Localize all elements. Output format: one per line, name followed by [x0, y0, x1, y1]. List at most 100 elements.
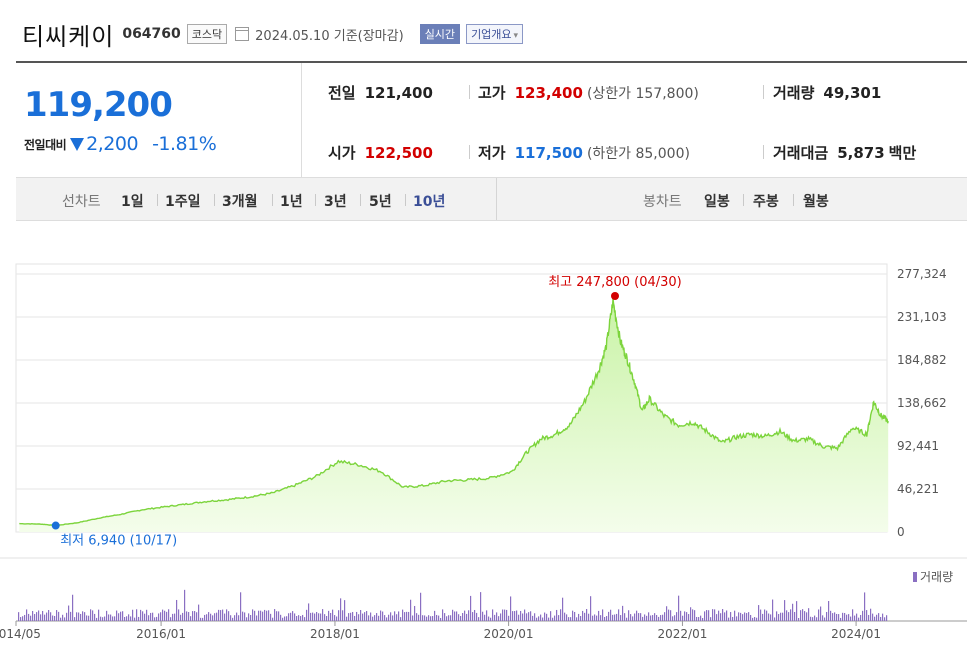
period-3y[interactable]: 3년 — [324, 194, 347, 210]
volume-bar — [24, 614, 26, 621]
volume-bar — [790, 609, 792, 621]
volume-bar — [44, 614, 46, 621]
volume-bar — [434, 610, 436, 621]
volume-bar — [394, 611, 396, 621]
y-tick-label: 277,324 — [897, 267, 947, 281]
volume-bar — [606, 616, 608, 621]
volume-bar — [458, 614, 460, 621]
volume-bar — [234, 615, 236, 621]
volume-bar — [506, 609, 508, 621]
candle-daily[interactable]: 일봉 — [704, 194, 730, 210]
volume-bar — [748, 612, 750, 621]
period-3m[interactable]: 3개월 — [222, 194, 258, 210]
volume-bar — [268, 610, 270, 621]
volume-bar — [208, 612, 210, 621]
volume-bar — [82, 611, 84, 621]
volume-bar — [160, 612, 162, 621]
volume-bar — [244, 612, 246, 621]
period-5y[interactable]: 5년 — [369, 194, 392, 210]
volume-bar — [524, 609, 526, 621]
candle-weekly[interactable]: 주봉 — [753, 194, 779, 210]
volume-bar — [484, 614, 486, 621]
volume-bar — [834, 612, 836, 621]
volume-bar — [84, 612, 86, 621]
x-tick-label: 2020/01 — [484, 627, 534, 641]
volume-bar — [286, 616, 288, 621]
price-chart: 277,324 231,103 184,882 138,662 92,441 46,221… — [0, 263, 967, 641]
change-amount: 2,200 — [86, 133, 139, 155]
volume-bar — [252, 609, 254, 621]
volume-bar — [516, 610, 518, 621]
volume-bar — [660, 615, 662, 621]
volume-bar — [656, 615, 658, 621]
volume-bar — [556, 609, 558, 621]
period-1y[interactable]: 1년 — [280, 194, 303, 210]
volume-bar — [772, 599, 774, 621]
volume-bar — [806, 612, 808, 621]
volume-bar — [696, 616, 698, 621]
volume-bar — [336, 616, 338, 621]
volume-bar — [386, 617, 388, 621]
volume-bar — [538, 616, 540, 621]
current-price: 119,200 — [24, 85, 173, 125]
volume-bar — [118, 613, 120, 621]
realtime-button[interactable]: 실시간 — [419, 24, 461, 44]
y-tick-label: 0 — [897, 525, 905, 539]
volume-bar — [418, 614, 420, 621]
volume-bar — [744, 612, 746, 621]
volume-bar — [368, 615, 370, 621]
period-10y[interactable]: 10년 — [413, 194, 446, 210]
volume-bar — [130, 616, 132, 621]
volume-bar — [468, 610, 470, 621]
volume-bar — [232, 617, 234, 621]
volume-bar — [296, 616, 298, 621]
volume-bar — [328, 610, 330, 621]
volume-bar — [760, 609, 762, 621]
volume-bar — [442, 609, 444, 621]
volume-bar — [616, 613, 618, 621]
volume-bar — [212, 615, 214, 621]
volume-bar — [848, 614, 850, 621]
volume-bar — [50, 612, 52, 621]
candle-monthly[interactable]: 월봉 — [803, 194, 829, 210]
period-1w[interactable]: 1주일 — [165, 194, 201, 210]
volume-bar — [318, 613, 320, 621]
volume-bar — [144, 613, 146, 621]
volume-bar — [858, 617, 860, 621]
volume-bar — [502, 609, 504, 621]
volume-bar — [726, 610, 728, 621]
volume-bar — [226, 609, 228, 621]
volume-bar — [798, 617, 800, 621]
volume-bar — [530, 611, 532, 621]
volume-bar — [594, 614, 596, 621]
volume-bar — [776, 611, 778, 621]
volume-bar — [62, 614, 64, 621]
volume-bar — [684, 611, 686, 621]
volume-bar — [126, 616, 128, 621]
volume-bar — [766, 610, 768, 621]
volume-bar — [832, 613, 834, 621]
volume-bar — [60, 617, 62, 621]
volume-bar — [198, 604, 200, 621]
volume-bar — [262, 611, 264, 621]
volume-bar — [460, 615, 462, 621]
x-tick-label: 2018/01 — [310, 627, 360, 641]
volume-bar — [100, 616, 102, 621]
volume-bar — [612, 614, 614, 621]
volume-bar — [48, 610, 50, 621]
volume-bar — [422, 615, 424, 621]
volume-bar — [70, 611, 72, 621]
volume-bar — [158, 613, 160, 621]
y-tick-label: 92,441 — [897, 439, 939, 453]
volume-bar — [360, 610, 362, 621]
volume-bar — [686, 612, 688, 621]
volume-bar — [366, 610, 368, 621]
volume-bar — [184, 589, 186, 621]
period-1d[interactable]: 1일 — [121, 194, 144, 210]
volume-bar — [178, 609, 180, 621]
company-overview-dropdown[interactable]: 기업개요 ▾ — [466, 24, 524, 44]
volume-bar — [800, 610, 802, 621]
volume-bar — [880, 616, 882, 621]
volume-bar — [168, 609, 170, 621]
volume-bar — [604, 616, 606, 621]
